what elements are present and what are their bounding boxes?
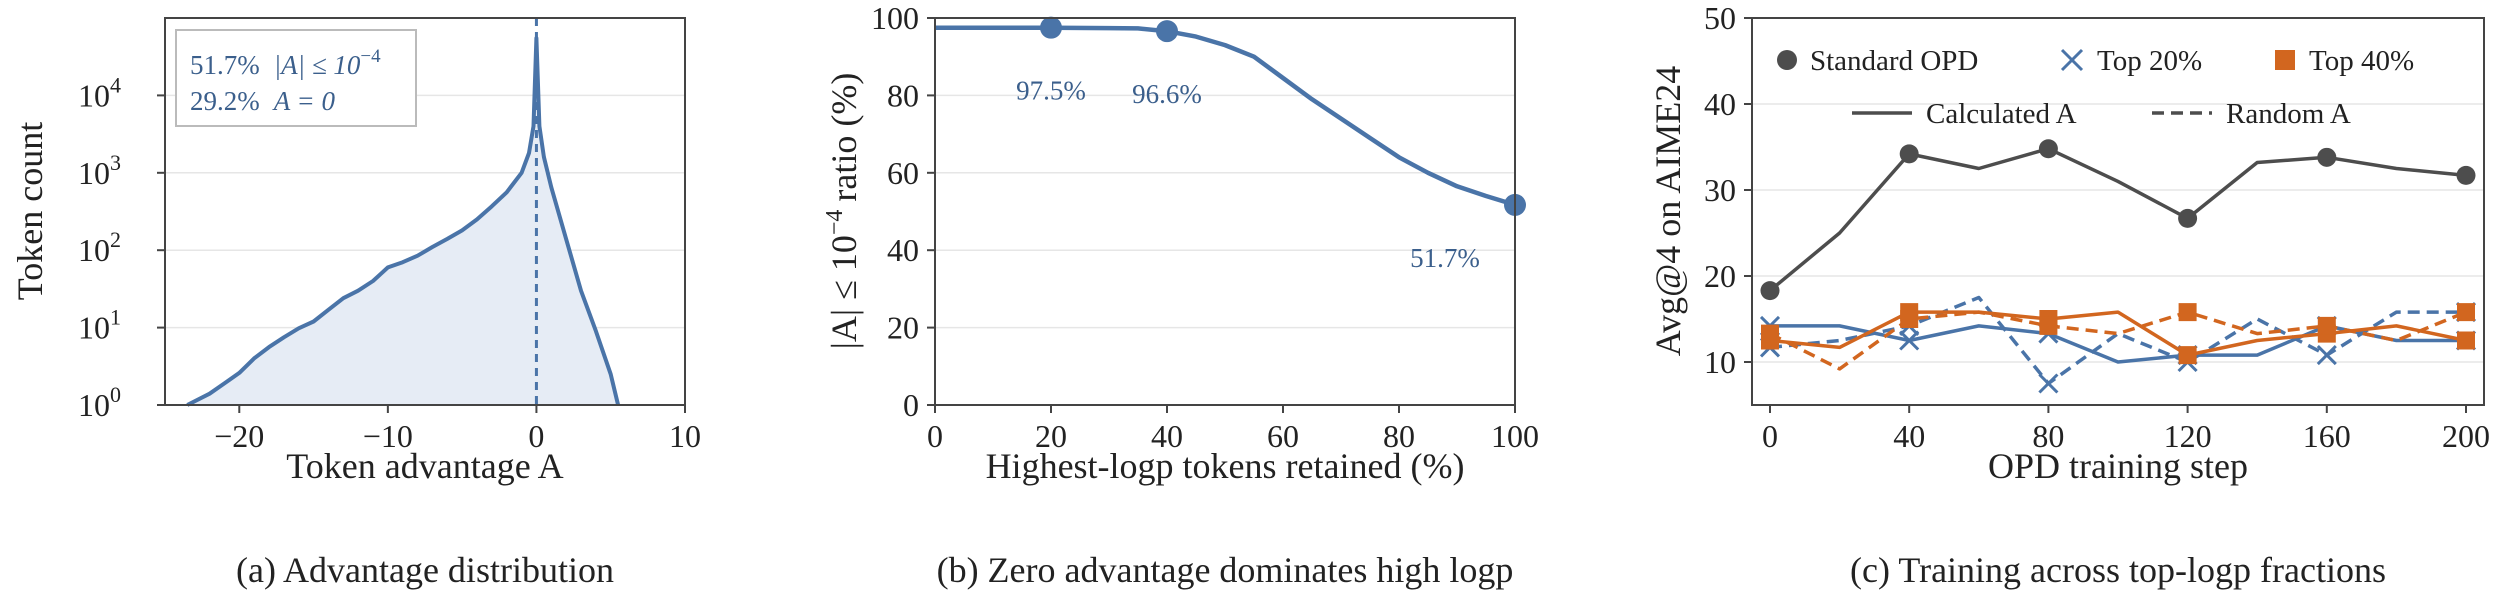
panel-a-frame [164,17,686,406]
panel-b-x-tick-label: 40 [1151,418,1183,454]
legend-standard-opd-label: Standard OPD [1810,45,1978,77]
series-line [1769,295,2466,386]
series-line [1768,146,2467,292]
panel-c-x-tick-label: 160 [2303,418,2351,454]
panel-b-y-tick-label: 0 [903,387,919,423]
panel-c-y-tick-label: 10 [1704,344,1736,380]
panel-b-y-tick-label: 40 [887,232,919,268]
series-marker [1761,324,1779,343]
series-marker [1899,144,1919,164]
series-standard-opd [1760,139,2476,301]
legend-top20-label: Top 20% [2097,45,2202,77]
panel-a-annotation-box [175,29,417,127]
panel-c-y-tick-label: 20 [1704,258,1736,294]
legend-top20-marker [2060,48,2084,72]
panel-b-x-tick-label: 80 [1383,418,1415,454]
panel-b-marker [1040,16,1062,39]
series-marker [2317,316,2336,335]
panel-a-y-tick-label: 101 [78,305,121,346]
panel-c-caption: (c) Training across top-logp fractions [1850,550,2386,590]
panel-a-x-tick-label: 10 [669,418,701,454]
panel-b-y-tick-label: 80 [887,77,919,113]
series-marker [2038,373,2059,394]
panel-b-frame [934,17,1516,406]
panel-b-x-tick-label: 20 [1035,418,1067,454]
panel-c-y-tick-label: 40 [1704,86,1736,122]
series-marker [2457,303,2475,322]
legend-top40-label: Top 40% [2309,45,2414,77]
panel-a-x-tick-label: 0 [528,418,544,454]
panel-c-x-tick-label: 120 [2164,418,2212,454]
legend-standard-opd-marker [1777,50,1797,70]
panel-a-y-tick-label: 100 [78,382,121,423]
panel-b-y-tick-label: 100 [871,0,919,36]
panel-b-marker-label: 97.5% [1016,76,1086,106]
panel-a-x-tick-label: −20 [214,418,264,454]
panel-b-marker [1156,20,1178,43]
series-marker [2316,345,2337,366]
panel-a-y-label: Token count [10,122,50,300]
panel-a: −20 −10 0 10 100 101 102 103 104 51.7% |A| ≤ 10−… [10,17,701,590]
series-marker [2178,303,2197,322]
series-top-40-random-a [1761,303,2475,371]
panel-c-x-tick-label: 40 [1893,418,1925,454]
panel-b-caption: (b) Zero advantage dominates high logp [937,550,1514,590]
panel-c-x-tick-label: 80 [2032,418,2064,454]
panel-b-y-ticks: 0 20 40 60 80 100 [871,0,935,423]
series-marker [2317,147,2337,167]
panel-b-x-label: Highest-logp tokens retained (%) [986,446,1465,486]
panel-c: 0 40 80 120 160 200 10 20 30 40 50 Standard OPD T… [1648,0,2490,590]
panel-b-x-tick-label: 60 [1267,418,1299,454]
series-marker [1899,330,1920,351]
series-marker [2457,331,2475,350]
legend-top40-marker [2275,50,2295,70]
panel-b-y-label: |A| ≤ 10−4ratio (%) [822,73,864,350]
panel-a-x-tick-label: −10 [363,418,413,454]
panel-b: 97.5% 96.6% 51.7% 0 20 40 60 80 100 0 20 40 60 80 10… [822,0,1539,590]
series-marker [2456,165,2476,185]
series-marker [1760,281,1780,301]
panel-c-x-tick-label: 0 [1762,418,1778,454]
panel-a-x-ticks: −20 −10 0 10 [214,405,701,454]
panel-b-y-tick-label: 60 [887,155,919,191]
panel-a-caption: (a) Advantage distribution [236,550,614,590]
series-marker [1900,310,1919,328]
panel-c-y-ticks: 10 20 30 40 50 [1704,0,1752,380]
series-marker [2178,346,2197,365]
panel-c-x-ticks: 0 40 80 120 160 200 [1762,405,2490,454]
panel-a-y-tick-label: 104 [78,72,121,113]
series-marker [2178,208,2198,228]
series-top-20-calculated-a [1759,315,2477,366]
panel-c-y-tick-label: 50 [1704,0,1736,36]
panel-a-distribution-area [187,38,619,405]
panel-b-marker-label: 51.7% [1410,243,1480,273]
panel-a-y-tick-label: 103 [78,150,121,191]
panel-c-legend: Standard OPD Top 20% Top 40% Calculated … [1777,45,2414,130]
panel-a-annotation-2: 29.2% A = 0 [190,86,335,116]
panel-c-y-tick-label: 30 [1704,172,1736,208]
panel-c-frame [1751,17,2485,406]
panel-b-x-tick-label: 0 [927,418,943,454]
legend-calculated-label: Calculated A [1926,98,2077,130]
panel-b-x-tick-label: 100 [1491,418,1539,454]
panel-a-annotation-1: 51.7% |A| ≤ 10−4 [190,46,381,80]
panel-b-y-tick-label: 20 [887,310,919,346]
panel-b-x-ticks: 0 20 40 60 80 100 [927,405,1539,454]
panel-c-series [1759,139,2477,394]
panel-b-ratio-line [935,25,1516,208]
series-marker [2039,316,2058,335]
panel-c-x-label: OPD training step [1988,446,2248,486]
panel-a-y-ticks: 100 101 102 103 104 [78,72,165,423]
panel-a-distribution-line [186,36,621,407]
series-line [1769,310,2467,371]
panel-a-x-label: Token advantage A [286,446,563,486]
legend-random-label: Random A [2226,98,2351,130]
panel-b-marker-label: 96.6% [1132,79,1202,109]
panel-a-y-tick-label: 102 [78,227,121,268]
panel-c-y-label: Avg@4 on AIME24 [1648,66,1688,356]
panel-c-x-tick-label: 200 [2442,418,2490,454]
series-marker [2038,139,2058,159]
panel-b-markers: 97.5% 96.6% 51.7% [1016,16,1526,273]
